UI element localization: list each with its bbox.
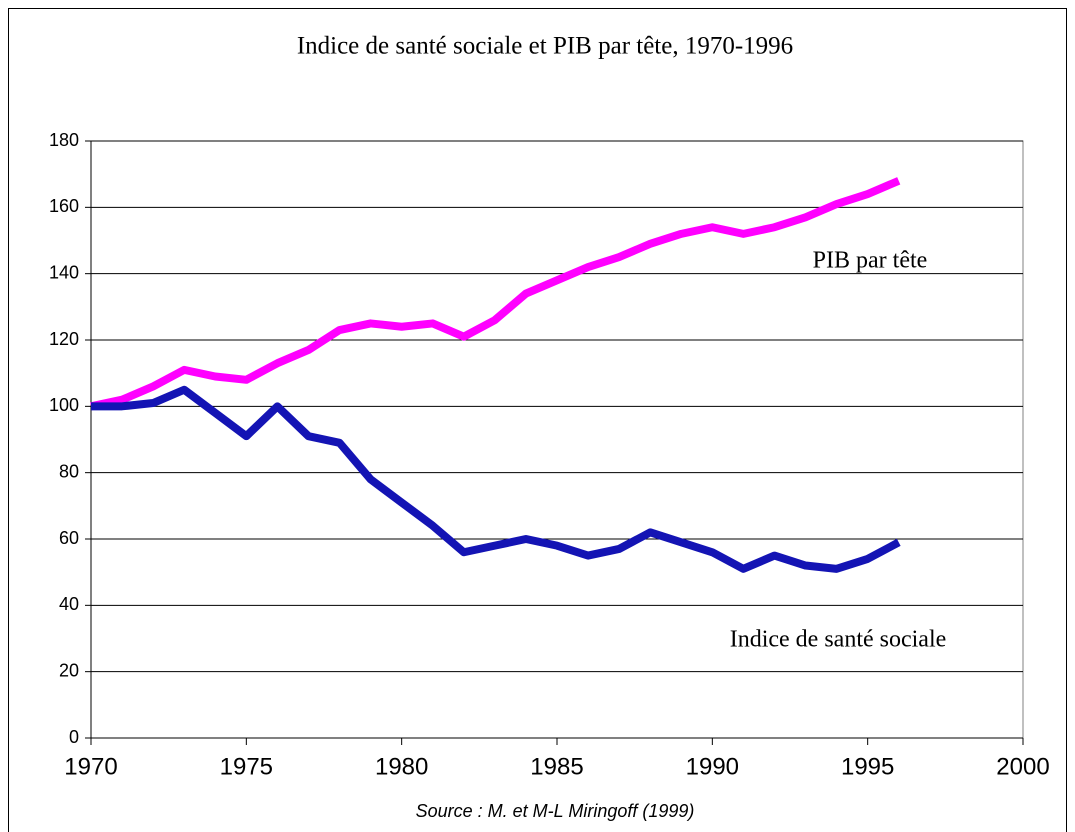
x-tick-label: 2000 [996, 753, 1049, 780]
y-tick-label: 0 [69, 727, 79, 747]
x-tick-label: 1990 [686, 753, 739, 780]
y-tick-label: 40 [59, 594, 79, 614]
x-tick-label: 1970 [64, 753, 117, 780]
y-tick-label: 80 [59, 461, 79, 481]
y-tick-label: 140 [49, 262, 79, 282]
chart-title: Indice de santé sociale et PIB par tête,… [297, 33, 793, 60]
y-tick-label: 160 [49, 196, 79, 216]
y-tick-label: 180 [49, 130, 79, 150]
x-tick-label: 1980 [375, 753, 428, 780]
y-tick-label: 20 [59, 660, 79, 680]
series-line [91, 385, 901, 573]
x-tick-label: 1975 [220, 753, 273, 780]
y-tick-label: 100 [49, 395, 79, 415]
series-line [90, 177, 901, 411]
y-tick-label: 120 [49, 329, 79, 349]
y-tick-label: 60 [59, 528, 79, 548]
x-tick-label: 1985 [530, 753, 583, 780]
source-note: Source : M. et M-L Miringoff (1999) [416, 801, 695, 821]
series-label: PIB par tête [813, 248, 928, 274]
x-tick-label: 1995 [841, 753, 894, 780]
series-label: Indice de santé sociale [730, 627, 947, 653]
